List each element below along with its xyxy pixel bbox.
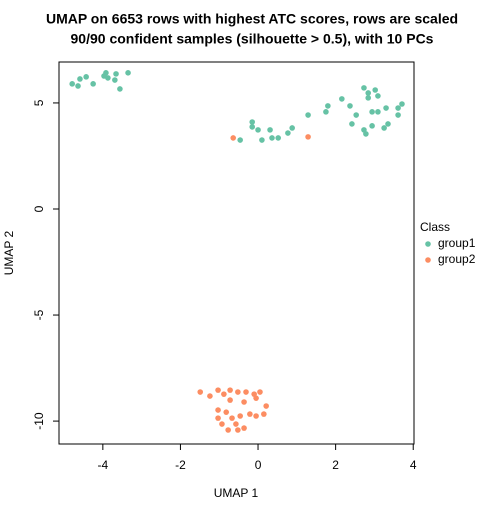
point <box>267 127 273 133</box>
point <box>363 131 369 137</box>
point <box>197 389 204 395</box>
point <box>305 112 311 118</box>
point <box>69 81 75 87</box>
point <box>325 103 331 109</box>
y-axis-label: UMAP 2 <box>2 230 16 275</box>
point <box>235 427 241 433</box>
point <box>399 101 405 107</box>
point <box>365 95 372 101</box>
x-tick-label: -4 <box>98 458 109 472</box>
point <box>241 425 247 431</box>
point <box>269 135 275 141</box>
point <box>247 411 253 417</box>
point <box>75 83 81 89</box>
point <box>381 125 387 131</box>
point <box>275 135 282 141</box>
point <box>113 71 119 77</box>
point <box>83 74 89 80</box>
chart-title: UMAP on 6653 rows with highest ATC score… <box>46 11 458 27</box>
point <box>353 112 359 118</box>
point <box>372 87 379 93</box>
point <box>395 105 401 111</box>
point <box>90 81 96 87</box>
point <box>347 103 353 109</box>
point <box>233 421 239 427</box>
point <box>369 109 375 115</box>
point <box>375 109 381 115</box>
y-tick-label: 0 <box>32 205 46 212</box>
point <box>221 391 227 397</box>
point <box>241 399 247 405</box>
y-tick-label: -10 <box>32 412 46 430</box>
point <box>225 427 231 433</box>
legend-title: Class <box>420 220 450 234</box>
point <box>219 421 225 427</box>
point <box>249 119 256 125</box>
legend-label: group1 <box>438 236 476 250</box>
plot-frame <box>58 61 415 445</box>
point <box>215 387 221 393</box>
point <box>227 387 233 393</box>
point <box>349 121 355 127</box>
point <box>263 403 269 409</box>
point <box>235 389 241 395</box>
legend-label: group2 <box>438 252 476 266</box>
point <box>227 397 233 403</box>
point <box>253 413 259 419</box>
point <box>259 137 265 143</box>
point <box>365 90 372 96</box>
point <box>323 109 329 115</box>
x-tick-label: 0 <box>255 458 262 472</box>
point <box>395 112 401 118</box>
x-tick-label: -2 <box>175 458 186 472</box>
point <box>77 76 83 82</box>
point <box>125 70 131 76</box>
y-tick-label: 5 <box>32 99 46 106</box>
point <box>229 415 235 421</box>
y-tick-label: -5 <box>32 309 46 320</box>
chart-subtitle: 90/90 confident samples (silhouette > 0.… <box>71 31 434 47</box>
x-tick-label: 4 <box>410 458 417 472</box>
point <box>257 389 263 395</box>
legend-marker <box>425 241 431 247</box>
point <box>255 127 261 133</box>
point <box>369 123 375 129</box>
point <box>230 135 237 141</box>
point <box>261 411 267 417</box>
point <box>223 409 230 415</box>
legend-marker <box>425 257 431 263</box>
point <box>385 121 391 127</box>
point <box>237 413 243 419</box>
point <box>243 389 249 395</box>
point <box>101 73 107 79</box>
point <box>305 134 311 140</box>
point <box>237 137 243 143</box>
point <box>253 395 259 401</box>
point <box>112 77 118 83</box>
point <box>117 86 123 92</box>
x-tick-label: 2 <box>332 458 339 472</box>
point <box>383 105 389 111</box>
point <box>361 85 367 91</box>
x-axis-label: UMAP 1 <box>214 486 259 500</box>
point <box>285 130 291 136</box>
point <box>375 93 381 99</box>
point <box>249 124 256 130</box>
point <box>339 96 345 102</box>
point <box>215 407 221 413</box>
point <box>289 125 295 131</box>
point <box>215 415 221 421</box>
point <box>207 393 213 399</box>
